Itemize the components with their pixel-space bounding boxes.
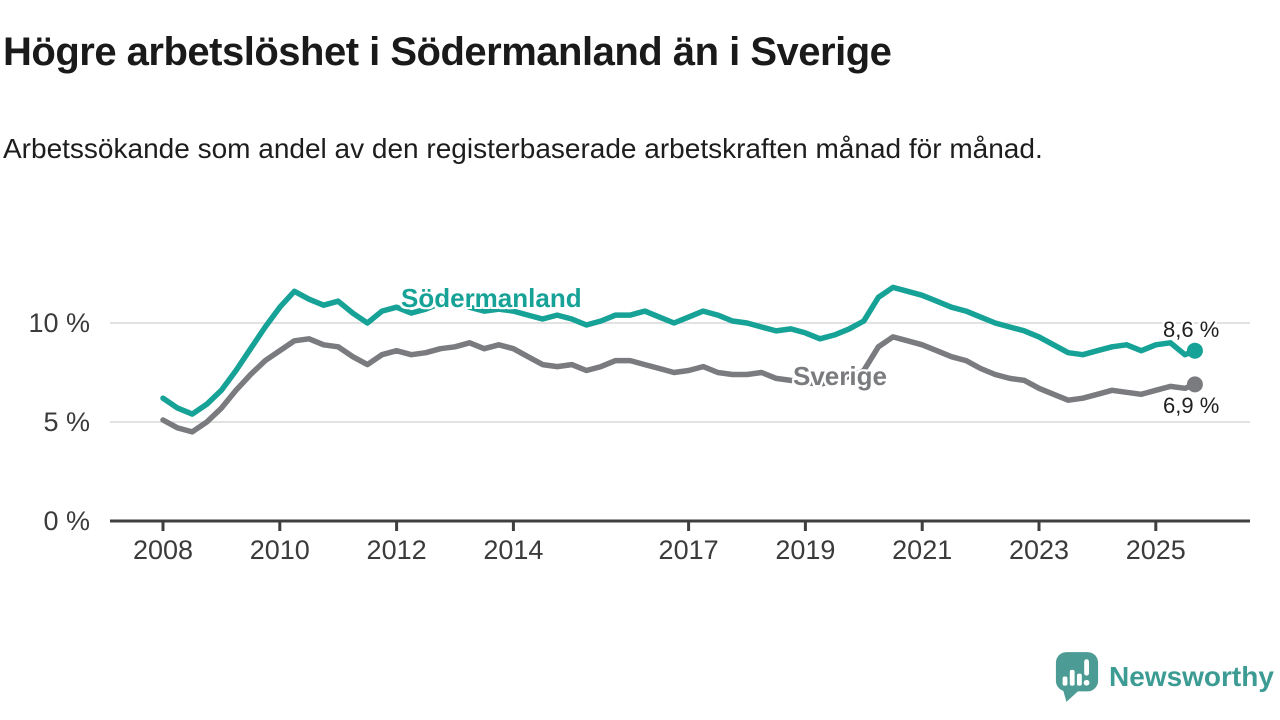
- series-label-sodermanland: Södermanland: [401, 283, 582, 313]
- newsworthy-logo-icon: [1055, 652, 1099, 702]
- x-tick-label: 2010: [250, 535, 310, 565]
- series-line-sverige: [160, 334, 1198, 435]
- x-tick-label: 2019: [775, 535, 835, 565]
- page-title: Högre arbetslöshet i Södermanland än i S…: [3, 30, 892, 74]
- newsworthy-logo: Newsworthy: [1054, 651, 1274, 703]
- x-tick-label: 2021: [892, 535, 952, 565]
- y-tick-label: 10 %: [28, 308, 90, 338]
- series-line-sodermanland: [160, 284, 1198, 417]
- x-tick-label: 2014: [483, 535, 543, 565]
- series-end-dot-sverige: [1186, 376, 1203, 393]
- end-value-label-sverige: 6,9 %: [1163, 393, 1220, 418]
- x-tick-label: 2023: [1009, 535, 1069, 565]
- page-subtitle: Arbetssökande som andel av den registerb…: [3, 133, 1043, 164]
- series-label-sverige: Sverige: [793, 361, 887, 391]
- x-tick-label: 2012: [367, 535, 427, 565]
- x-tick-label: 2008: [133, 535, 193, 565]
- y-tick-label: 0 %: [43, 506, 90, 536]
- end-value-label-sodermanland: 8,6 %: [1163, 317, 1220, 342]
- newsworthy-logo-text: Newsworthy: [1109, 661, 1274, 692]
- series-end-dot-sodermanland: [1186, 342, 1203, 359]
- y-tick-label: 5 %: [43, 407, 90, 437]
- x-tick-label: 2017: [659, 535, 719, 565]
- x-tick-label: 2025: [1126, 535, 1186, 565]
